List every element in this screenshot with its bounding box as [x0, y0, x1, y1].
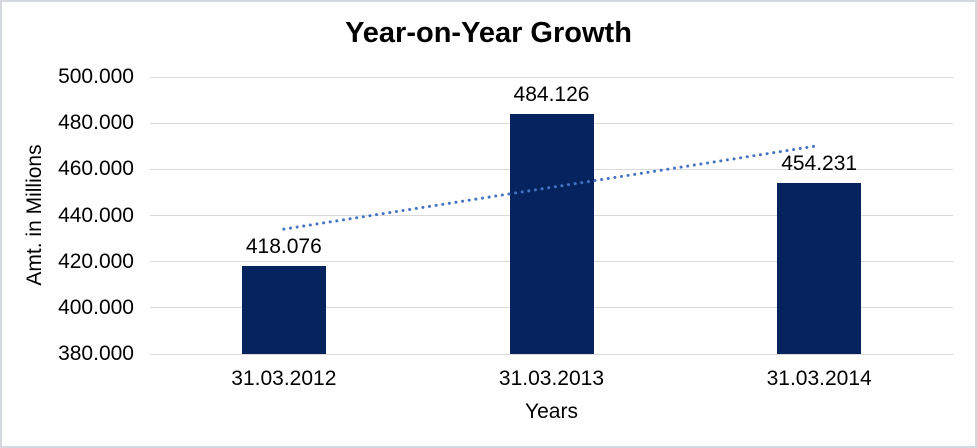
- gridline: [150, 353, 953, 355]
- bar-31.03.2013: [509, 113, 594, 354]
- y-axis-tick-label: 480.000: [58, 111, 134, 135]
- y-axis-tick-label: 400.000: [58, 295, 134, 319]
- gridline: [150, 76, 953, 78]
- chart-title: Year-on-Year Growth: [345, 17, 632, 49]
- y-axis-tick-label: 420.000: [58, 249, 134, 273]
- x-axis-tick-label-31.03.2013: 31.03.2013: [498, 367, 605, 390]
- data-label-31.03.2013: 484.126: [513, 82, 590, 106]
- data-label-31.03.2012: 418.076: [245, 235, 322, 259]
- y-axis-tick-label: 460.000: [58, 157, 134, 181]
- x-axis-title: Years: [525, 400, 578, 423]
- y-axis-tick-label: 440.000: [58, 203, 134, 227]
- bar-31.03.2012: [241, 266, 326, 354]
- y-axis-tick-label: 500.000: [58, 65, 134, 88]
- data-label-31.03.2014: 454.231: [781, 151, 858, 175]
- x-axis-tick-label-31.03.2012: 31.03.2012: [231, 367, 337, 390]
- y-axis-tick-label: 380.000: [58, 342, 134, 365]
- bar-31.03.2014: [777, 182, 862, 354]
- x-axis-tick-label-31.03.2014: 31.03.2014: [766, 367, 872, 390]
